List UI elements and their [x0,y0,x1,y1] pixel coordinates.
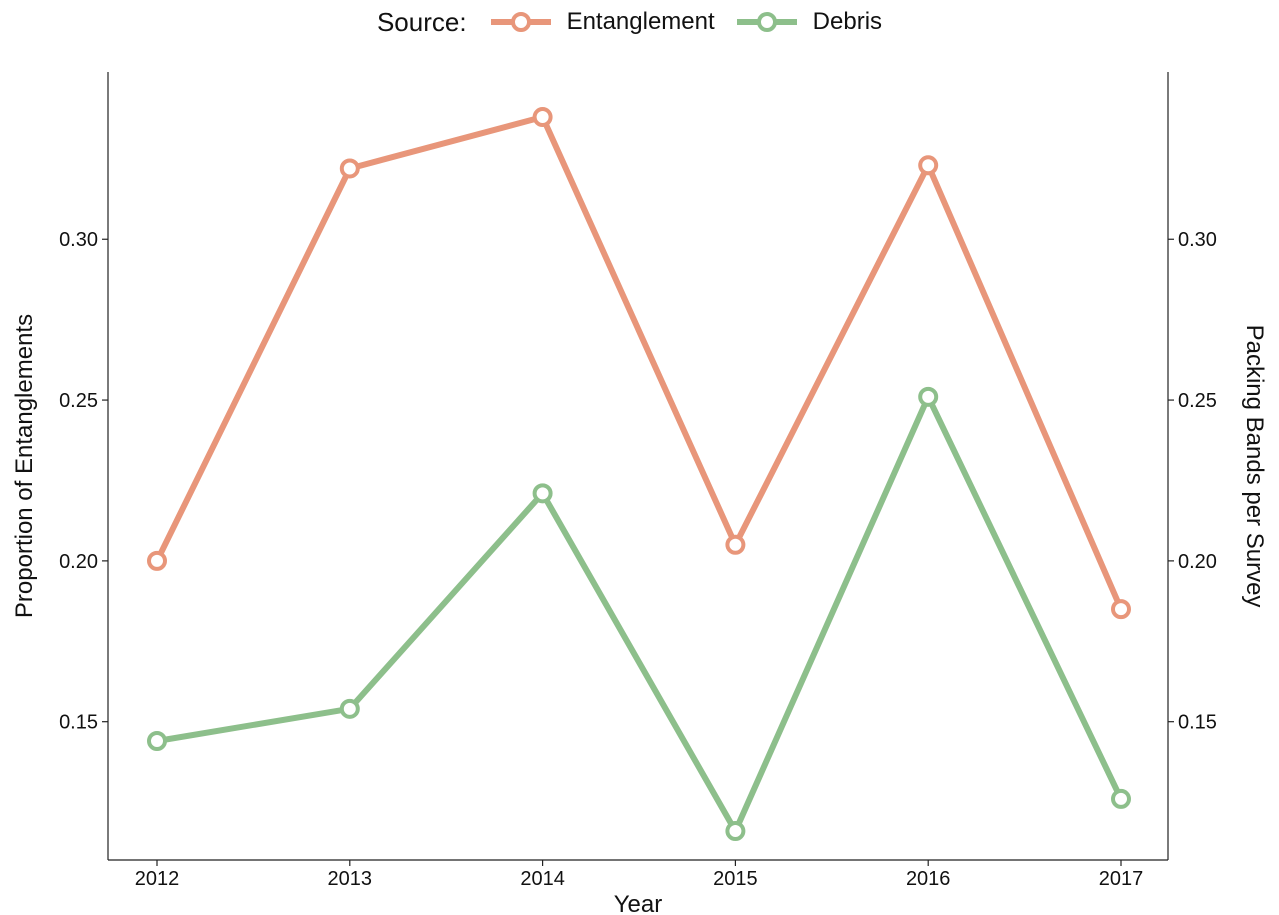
data-point-debris [532,483,553,504]
data-point-entanglement [725,534,746,555]
data-point-debris [918,386,939,407]
data-point-debris [339,698,360,719]
y-tick-label-left: 0.15 [59,712,98,734]
y-tick-label-left: 0.25 [59,390,98,412]
legend-label-debris: Debris [812,8,883,35]
data-point-entanglement [532,107,553,128]
series-line-debris [154,393,1124,835]
legend-title: Source: [376,6,467,37]
y-axis-title-left: Proportion of Entanglements [11,314,38,618]
data-point-entanglement [147,550,167,571]
legend-label-entanglement: Entanglement [566,8,715,35]
data-point-entanglement [918,155,939,176]
y-tick-label-left: 0.30 [59,229,98,251]
data-point-entanglement [339,158,360,179]
legend-item-debris: Debris [735,4,882,40]
data-point-entanglement [1111,599,1131,620]
x-tick-label: 2012 [135,868,180,890]
legend-key-entanglement [490,12,551,32]
y-tick-label-right: 0.25 [1178,390,1217,412]
y-tick-label-left: 0.20 [59,551,98,573]
series-line-entanglement [154,114,1124,613]
x-tick-label: 2016 [906,868,951,890]
y-tick-label-right: 0.20 [1178,551,1217,573]
y-axis-title-right: Packing Bands per Survey [1241,325,1268,608]
x-tick-label: 2013 [328,868,373,890]
legend: Source: Entanglement Debris [0,4,1279,40]
y-tick-label-right: 0.15 [1178,712,1217,734]
x-tick-label: 2017 [1099,868,1144,890]
y-tick-label-right: 0.30 [1178,229,1217,251]
data-point-debris [1111,788,1131,809]
x-axis-title: Year [614,891,663,915]
legend-key-debris [736,12,797,32]
x-tick-label: 2015 [713,868,758,890]
legend-item-entanglement: Entanglement [489,4,715,40]
data-point-debris [725,821,746,842]
data-point-debris [147,730,167,751]
x-tick-label: 2014 [520,868,565,890]
